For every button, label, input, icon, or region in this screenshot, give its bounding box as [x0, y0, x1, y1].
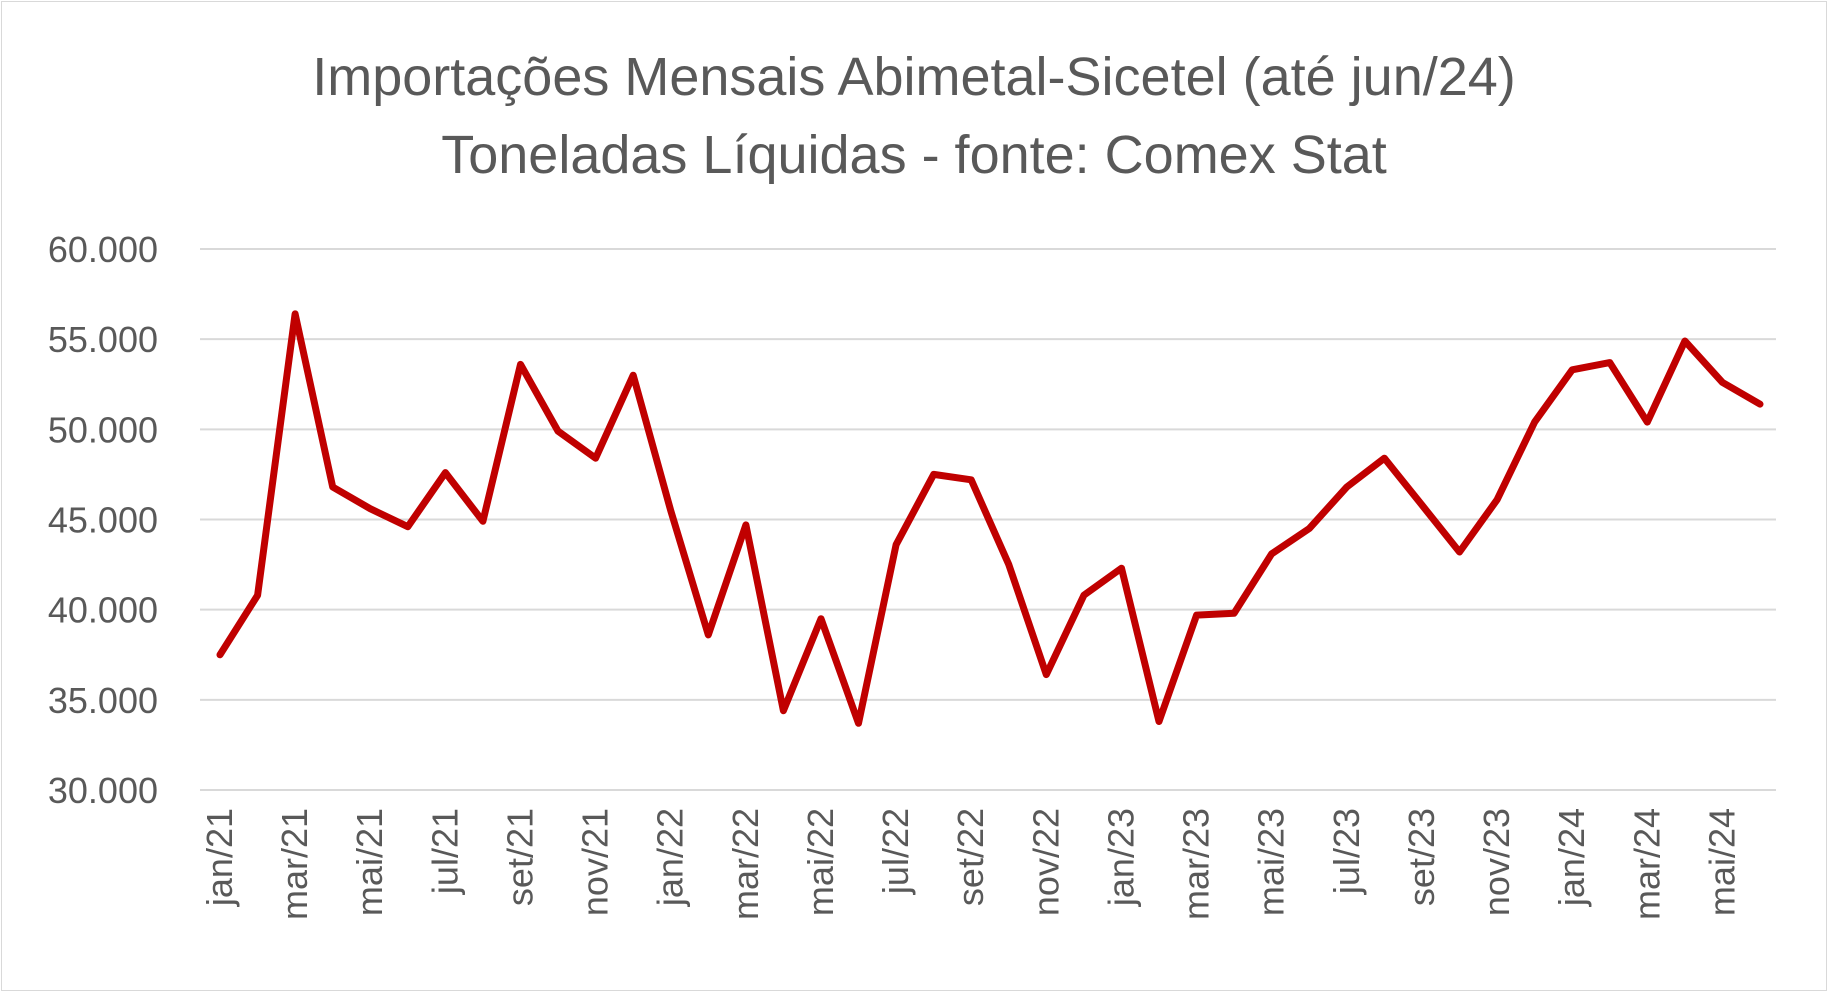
x-tick-label: nov/23	[1476, 808, 1517, 916]
data-point	[331, 486, 334, 489]
data-point	[932, 473, 935, 476]
y-tick-label: 55.000	[48, 319, 158, 360]
data-point	[1759, 403, 1761, 406]
series-group	[216, 310, 1764, 727]
data-point	[744, 523, 747, 526]
data-point	[256, 594, 259, 597]
y-tick-label: 30.000	[48, 770, 158, 811]
series-line	[216, 310, 1764, 727]
y-tick-label: 35.000	[48, 680, 158, 721]
data-point	[819, 617, 822, 620]
x-tick-label: mar/21	[274, 808, 315, 920]
x-tick-label: jul/21	[424, 808, 465, 895]
data-point	[406, 525, 409, 528]
x-tick-label: nov/22	[1025, 808, 1066, 916]
data-point	[1721, 381, 1724, 384]
data-point	[369, 507, 372, 510]
data-point	[707, 633, 710, 636]
x-axis-tick-labels: jan/21 mar/21 mai/21 jul/21 set/21 nov/21 jan/…	[199, 808, 1742, 920]
data-point	[481, 520, 484, 523]
data-point	[1270, 552, 1273, 555]
y-tick-label: 45.000	[48, 500, 158, 541]
data-point	[1533, 421, 1536, 424]
data-point	[519, 363, 522, 366]
data-point	[1195, 614, 1198, 617]
data-point	[895, 543, 898, 546]
y-axis-tick-labels: 30.000 35.000 40.000 45.000 50.000 55.000 60.0…	[48, 229, 158, 811]
data-point	[1646, 421, 1649, 424]
data-point	[1608, 361, 1611, 364]
chart-subtitle: Toneladas Líquidas - fonte: Comex Stat	[441, 125, 1387, 185]
x-tick-label: jul/23	[1326, 808, 1367, 895]
data-point	[1571, 368, 1574, 371]
x-tick-label: mai/24	[1701, 808, 1742, 916]
x-tick-label: mai/21	[349, 808, 390, 916]
x-tick-label: mar/24	[1626, 808, 1667, 920]
data-point	[1308, 527, 1311, 530]
data-point	[1420, 504, 1423, 507]
x-tick-label: set/23	[1401, 808, 1442, 906]
data-point	[1383, 457, 1386, 460]
data-point	[1120, 567, 1123, 570]
y-tick-label: 50.000	[48, 409, 158, 450]
x-tick-label: mar/23	[1176, 808, 1217, 920]
data-point	[1045, 673, 1048, 676]
data-point	[1233, 612, 1236, 615]
data-point	[782, 709, 785, 712]
y-tick-label: 40.000	[48, 590, 158, 631]
chart-title: Importações Mensais Abimetal-Sicetel (at…	[312, 47, 1516, 107]
y-tick-label: 60.000	[48, 229, 158, 270]
x-tick-label: jul/22	[875, 808, 916, 895]
x-tick-label: mai/22	[800, 808, 841, 916]
x-tick-label: nov/21	[575, 808, 616, 916]
data-point	[444, 471, 447, 474]
data-point	[594, 457, 597, 460]
data-point	[1007, 563, 1010, 566]
x-tick-label: jan/23	[1100, 808, 1141, 907]
data-point	[1496, 498, 1499, 501]
x-tick-label: jan/21	[199, 808, 240, 907]
data-point	[557, 430, 560, 433]
x-tick-label: set/22	[950, 808, 991, 906]
data-point	[632, 374, 635, 377]
data-point	[1082, 594, 1085, 597]
data-point	[1458, 550, 1461, 553]
data-point	[294, 312, 297, 315]
x-tick-label: mar/22	[725, 808, 766, 920]
x-tick-label: mai/23	[1251, 808, 1292, 916]
x-tick-label: set/21	[499, 808, 540, 906]
data-point	[1158, 720, 1161, 723]
x-tick-label: jan/24	[1551, 808, 1592, 907]
x-tick-label: jan/22	[650, 808, 691, 907]
data-point	[669, 509, 672, 512]
data-point	[1683, 339, 1686, 342]
data-point	[857, 722, 860, 725]
chart-title-block: Importações Mensais Abimetal-Sicetel (at…	[0, 38, 1828, 194]
data-point	[970, 478, 973, 481]
data-point	[219, 653, 221, 656]
data-point	[1345, 486, 1348, 489]
